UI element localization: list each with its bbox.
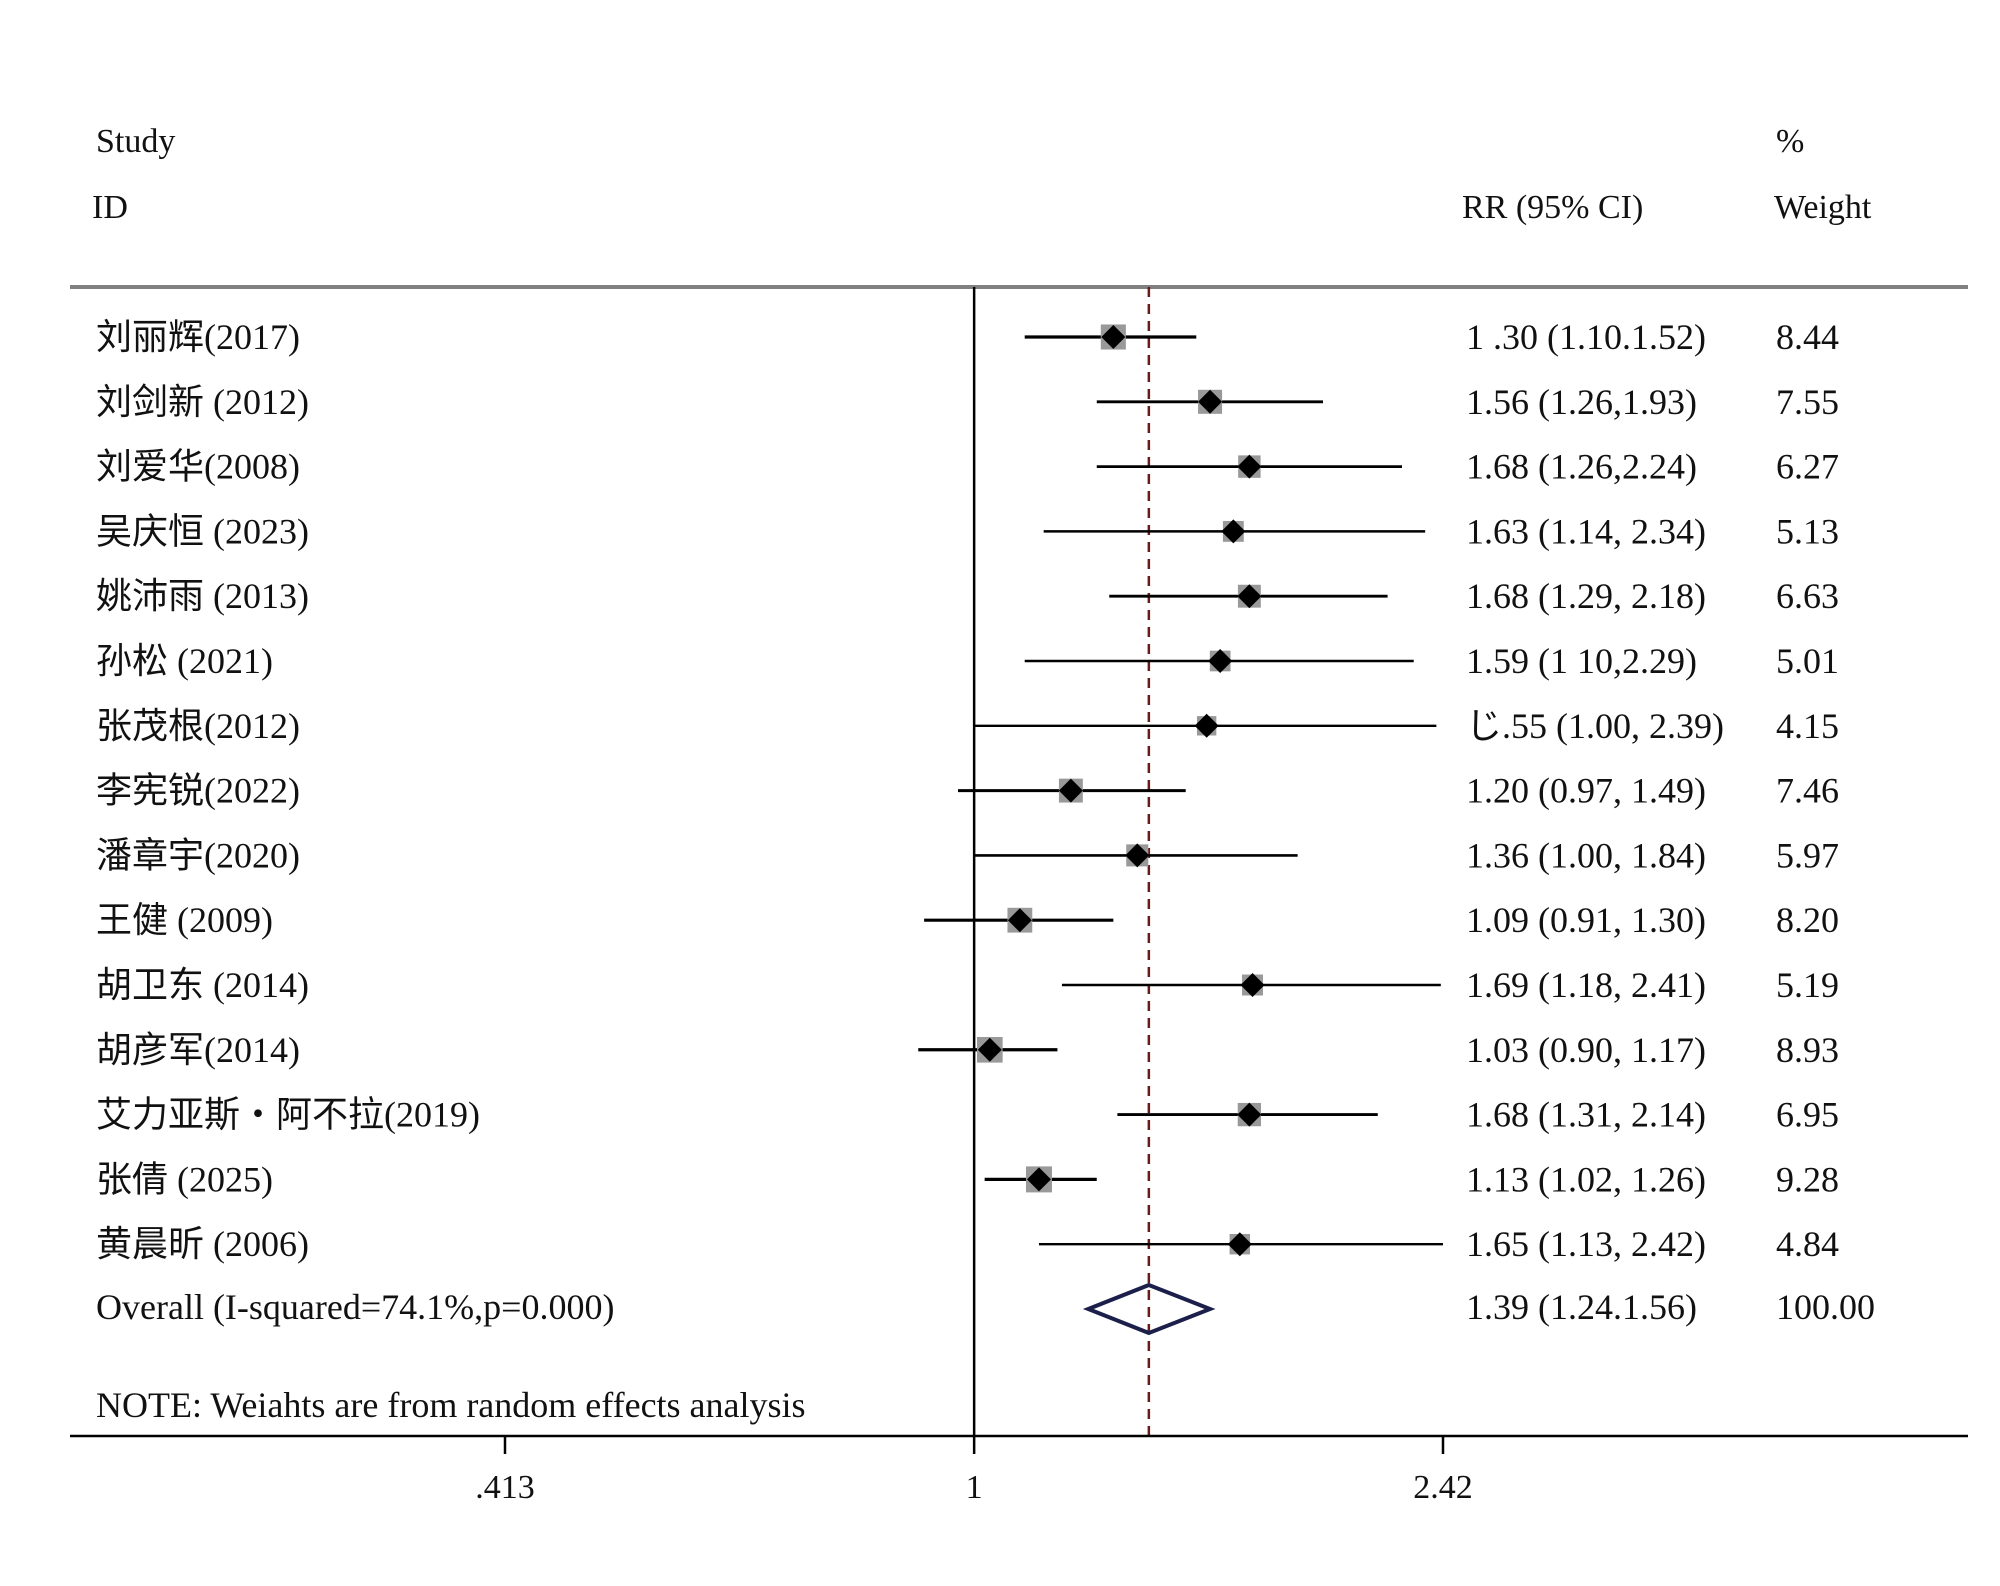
study-ci-text: 1.13 (1.02, 1.26) xyxy=(1466,1159,1706,1199)
study-row: 张茂根(2012) じ.55 (1.00, 2.39) 4.15 xyxy=(96,706,1839,746)
study-ci-text: 1.59 (1 10,2.29) xyxy=(1466,641,1697,681)
study-label: 孙松 (2021) xyxy=(96,641,273,681)
overall-weight-text: 100.00 xyxy=(1776,1287,1875,1327)
study-label: 姚沛雨 (2013) xyxy=(96,576,309,616)
study-label: 李宪锐(2022) xyxy=(96,771,300,811)
study-row: 刘剑新 (2012) 1.56 (1.26,1.93) 7.55 xyxy=(96,382,1839,422)
study-ci-text: 1 .30 (1.10.1.52) xyxy=(1466,317,1706,357)
overall-label: Overall (I-squared=74.1%,p=0.000) xyxy=(96,1287,614,1327)
study-row: 吴庆恒 (2023) 1.63 (1.14, 2.34) 5.13 xyxy=(96,511,1839,551)
study-weight-text: 8.44 xyxy=(1776,317,1839,357)
study-label: 张倩 (2025) xyxy=(96,1159,273,1199)
study-ci-text: 1.68 (1.31, 2.14) xyxy=(1466,1095,1706,1135)
point-estimate-marker xyxy=(1208,649,1233,673)
note: NOTE: Weiahts are from random effects an… xyxy=(96,1385,806,1425)
point-estimate-marker xyxy=(1221,519,1246,544)
study-weight-text: 5.97 xyxy=(1776,835,1839,875)
study-row: 刘爱华(2008) 1.68 (1.26,2.24) 6.27 xyxy=(96,447,1839,487)
study-label: 王健 (2009) xyxy=(96,900,273,940)
study-row: 刘丽辉(2017) 1 .30 (1.10.1.52) 8.44 xyxy=(96,317,1839,357)
study-label: 潘章宇(2020) xyxy=(96,835,300,875)
study-label: 胡彦军(2014) xyxy=(96,1030,300,1070)
study-row: 黄晨昕 (2006) 1.65 (1.13, 2.42) 4.84 xyxy=(96,1224,1839,1264)
study-rows: 刘丽辉(2017) 1 .30 (1.10.1.52) 8.44 刘剑新 (2012)… xyxy=(96,317,1875,1336)
study-weight-text: 6.63 xyxy=(1776,576,1839,616)
study-label: 张茂根(2012) xyxy=(96,706,300,746)
study-weight-text: 5.01 xyxy=(1776,641,1839,681)
study-label: 吴庆恒 (2023) xyxy=(96,511,309,551)
study-ci-text: 1.36 (1.00, 1.84) xyxy=(1466,835,1706,875)
study-weight-text: 8.20 xyxy=(1776,900,1839,940)
point-estimate-marker xyxy=(1227,1232,1252,1257)
study-weight-text: 7.46 xyxy=(1776,771,1839,811)
header-id: ID xyxy=(92,189,128,226)
overall-row: Overall (I-squared=74.1%,p=0.000) 1.39 (1… xyxy=(96,1282,1875,1336)
point-estimate-marker xyxy=(1237,1102,1262,1127)
study-label: 胡卫东 (2014) xyxy=(96,965,309,1005)
study-label: 刘丽辉(2017) xyxy=(96,317,300,357)
x-tick-label: 2.42 xyxy=(1413,1469,1473,1506)
study-row: 张倩 (2025) 1.13 (1.02, 1.26) 9.28 xyxy=(96,1159,1839,1199)
study-ci-text: 1.68 (1.29, 2.18) xyxy=(1466,576,1706,616)
point-estimate-marker xyxy=(1198,389,1223,414)
study-ci-text: 1.68 (1.26,2.24) xyxy=(1466,447,1697,487)
study-ci-text: 1.63 (1.14, 2.34) xyxy=(1466,511,1706,551)
point-estimate-marker xyxy=(977,1037,1002,1062)
point-estimate-marker xyxy=(1194,713,1219,738)
study-ci-text: じ.55 (1.00, 2.39) xyxy=(1466,706,1724,746)
point-estimate-marker xyxy=(1026,1167,1051,1192)
point-estimate-marker xyxy=(1237,454,1262,479)
study-label: 艾力亚斯・阿不拉(2019) xyxy=(96,1095,480,1135)
study-weight-text: 4.15 xyxy=(1776,706,1839,746)
study-row: 胡彦军(2014) 1.03 (0.90, 1.17) 8.93 xyxy=(96,1030,1839,1070)
study-weight-text: 7.55 xyxy=(1776,382,1839,422)
header-rr-ci: RR (95% CI) xyxy=(1462,189,1643,226)
header-study: Study xyxy=(96,123,175,160)
point-estimate-marker xyxy=(1125,843,1150,868)
study-ci-text: 1.09 (0.91, 1.30) xyxy=(1466,900,1706,940)
study-weight-text: 6.95 xyxy=(1776,1095,1839,1135)
overall-diamond xyxy=(1082,1282,1216,1336)
study-weight-text: 6.27 xyxy=(1776,447,1839,487)
study-weight-text: 9.28 xyxy=(1776,1159,1839,1199)
study-weight-text: 8.93 xyxy=(1776,1030,1839,1070)
point-estimate-marker xyxy=(1007,908,1032,933)
study-row: 孙松 (2021) 1.59 (1 10,2.29) 5.01 xyxy=(96,641,1839,681)
x-axis-ticks: .413 1 2.42 xyxy=(475,1436,1473,1506)
point-estimate-marker xyxy=(1101,325,1126,349)
overall-ci-text: 1.39 (1.24.1.56) xyxy=(1466,1287,1697,1327)
study-row: 姚沛雨 (2013) 1.68 (1.29, 2.18) 6.63 xyxy=(96,576,1839,616)
study-ci-text: 1.56 (1.26,1.93) xyxy=(1466,382,1697,422)
point-estimate-marker xyxy=(1058,778,1083,803)
study-weight-text: 5.19 xyxy=(1776,965,1839,1005)
study-label: 刘剑新 (2012) xyxy=(96,382,309,422)
study-row: 李宪锐(2022) 1.20 (0.97, 1.49) 7.46 xyxy=(96,771,1839,811)
study-label: 黄晨昕 (2006) xyxy=(96,1224,309,1264)
study-weight-text: 5.13 xyxy=(1776,511,1839,551)
header-weight: Weight xyxy=(1774,189,1872,226)
study-row: 艾力亚斯・阿不拉(2019) 1.68 (1.31, 2.14) 6.95 xyxy=(96,1095,1839,1135)
plot-marks xyxy=(972,287,1151,1436)
point-estimate-marker xyxy=(1237,584,1262,609)
study-ci-text: 1.20 (0.97, 1.49) xyxy=(1466,771,1706,811)
study-ci-text: 1.03 (0.90, 1.17) xyxy=(1466,1030,1706,1070)
study-label: 刘爱华(2008) xyxy=(96,447,300,487)
study-ci-text: 1.69 (1.18, 2.41) xyxy=(1466,965,1706,1005)
point-estimate-marker xyxy=(1240,973,1265,997)
header-percent: % xyxy=(1776,123,1804,160)
study-row: 潘章宇(2020) 1.36 (1.00, 1.84) 5.97 xyxy=(96,835,1839,875)
study-row: 王健 (2009) 1.09 (0.91, 1.30) 8.20 xyxy=(96,900,1839,940)
study-row: 胡卫东 (2014) 1.69 (1.18, 2.41) 5.19 xyxy=(96,965,1839,1005)
study-weight-text: 4.84 xyxy=(1776,1224,1839,1264)
x-tick-label: .413 xyxy=(475,1469,535,1506)
study-ci-text: 1.65 (1.13, 2.42) xyxy=(1466,1224,1706,1264)
x-tick-label: 1 xyxy=(966,1469,983,1506)
